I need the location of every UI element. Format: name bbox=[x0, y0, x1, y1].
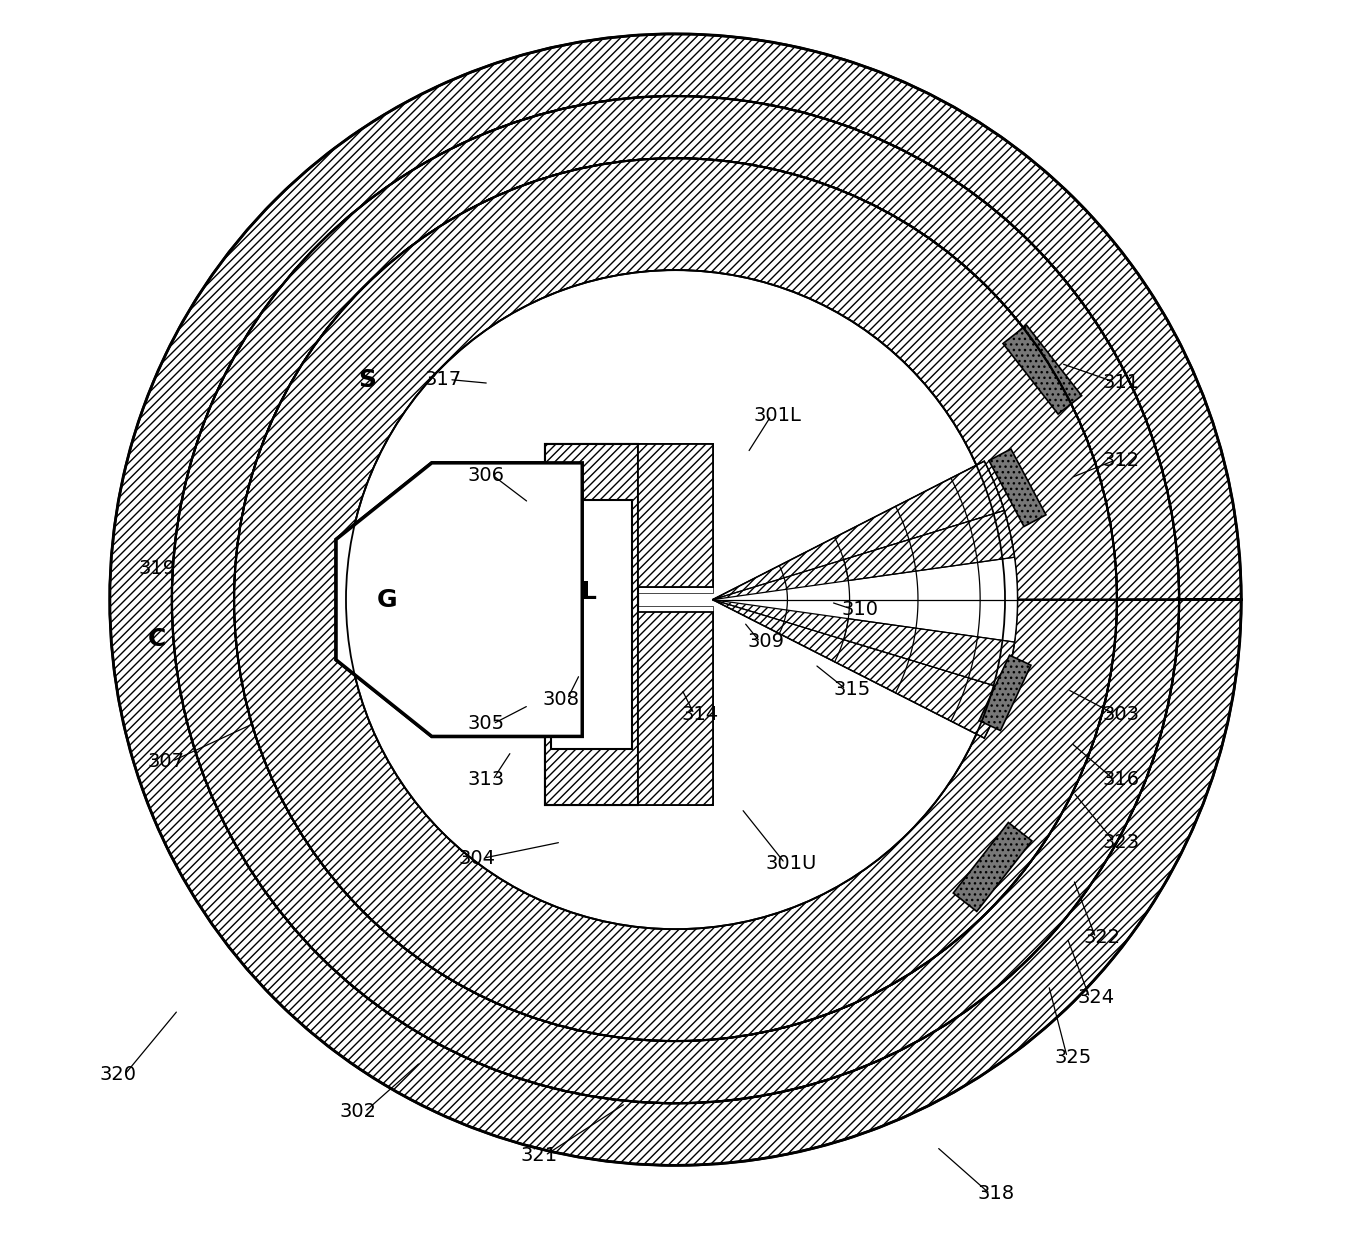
Polygon shape bbox=[713, 600, 1004, 738]
Polygon shape bbox=[638, 612, 713, 804]
Polygon shape bbox=[336, 463, 582, 737]
Polygon shape bbox=[1002, 325, 1082, 415]
Text: 323: 323 bbox=[1102, 833, 1139, 852]
Text: 302: 302 bbox=[340, 1103, 377, 1122]
Text: C: C bbox=[147, 627, 166, 652]
Polygon shape bbox=[989, 448, 1046, 527]
Polygon shape bbox=[713, 461, 1004, 600]
Polygon shape bbox=[544, 445, 638, 804]
Polygon shape bbox=[638, 445, 713, 587]
Polygon shape bbox=[234, 159, 1117, 1040]
Text: 303: 303 bbox=[1102, 704, 1139, 723]
Text: 309: 309 bbox=[747, 632, 785, 652]
Text: 306: 306 bbox=[467, 466, 505, 485]
Text: S: S bbox=[358, 367, 376, 391]
Text: 310: 310 bbox=[842, 600, 878, 620]
Text: L: L bbox=[581, 581, 596, 605]
Text: 320: 320 bbox=[100, 1065, 136, 1084]
Polygon shape bbox=[544, 606, 713, 612]
Polygon shape bbox=[713, 600, 1004, 738]
Polygon shape bbox=[713, 461, 1017, 738]
Polygon shape bbox=[979, 656, 1031, 731]
Text: 321: 321 bbox=[520, 1145, 557, 1165]
Polygon shape bbox=[843, 618, 1015, 688]
Text: 308: 308 bbox=[543, 689, 580, 708]
Text: G: G bbox=[377, 587, 397, 612]
Text: 312: 312 bbox=[1102, 451, 1139, 470]
Polygon shape bbox=[843, 511, 1015, 581]
Polygon shape bbox=[109, 34, 1242, 1165]
Text: 305: 305 bbox=[467, 714, 505, 733]
Polygon shape bbox=[551, 500, 632, 749]
Text: 304: 304 bbox=[458, 849, 494, 868]
Text: 322: 322 bbox=[1084, 928, 1120, 947]
Text: 324: 324 bbox=[1077, 988, 1115, 1007]
Polygon shape bbox=[638, 612, 713, 804]
Text: 313: 313 bbox=[467, 771, 505, 789]
Circle shape bbox=[346, 270, 1005, 929]
Polygon shape bbox=[336, 463, 582, 737]
Polygon shape bbox=[544, 445, 638, 804]
Polygon shape bbox=[713, 461, 1004, 600]
Polygon shape bbox=[544, 587, 713, 593]
Text: 325: 325 bbox=[1055, 1048, 1092, 1067]
Text: 314: 314 bbox=[682, 704, 719, 723]
Text: 301L: 301L bbox=[754, 406, 801, 425]
Circle shape bbox=[234, 159, 1117, 1042]
Text: 317: 317 bbox=[424, 370, 462, 388]
Polygon shape bbox=[172, 96, 1179, 1103]
Text: 315: 315 bbox=[834, 679, 870, 698]
Polygon shape bbox=[638, 445, 713, 587]
Polygon shape bbox=[551, 500, 632, 749]
Text: 316: 316 bbox=[1102, 771, 1139, 789]
Polygon shape bbox=[713, 557, 1017, 642]
Text: 301U: 301U bbox=[766, 854, 817, 873]
Polygon shape bbox=[954, 823, 1032, 912]
Text: 307: 307 bbox=[147, 752, 184, 771]
Text: 319: 319 bbox=[138, 560, 176, 578]
Text: 311: 311 bbox=[1102, 372, 1139, 391]
Text: 318: 318 bbox=[978, 1184, 1015, 1204]
